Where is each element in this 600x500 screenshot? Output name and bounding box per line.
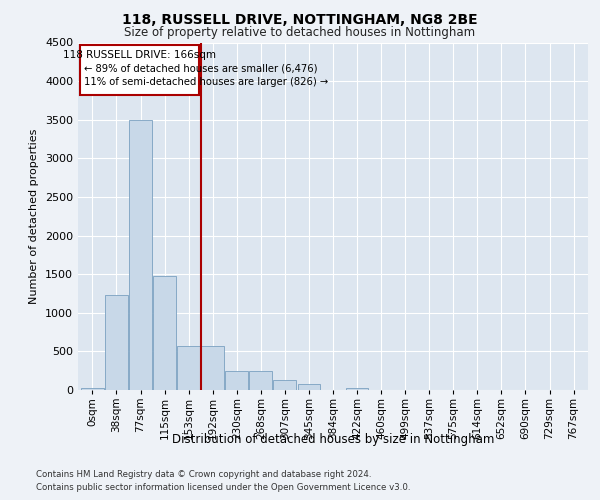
Bar <box>81 388 104 390</box>
Text: 11% of semi-detached houses are larger (826) →: 11% of semi-detached houses are larger (… <box>84 78 328 88</box>
Bar <box>177 346 200 390</box>
Bar <box>105 295 128 390</box>
Text: Contains public sector information licensed under the Open Government Licence v3: Contains public sector information licen… <box>36 482 410 492</box>
Y-axis label: Number of detached properties: Number of detached properties <box>29 128 40 304</box>
Text: 118, RUSSELL DRIVE, NOTTINGHAM, NG8 2BE: 118, RUSSELL DRIVE, NOTTINGHAM, NG8 2BE <box>122 12 478 26</box>
Bar <box>129 120 152 390</box>
Text: ← 89% of detached houses are smaller (6,476): ← 89% of detached houses are smaller (6,… <box>84 64 317 74</box>
Text: Size of property relative to detached houses in Nottingham: Size of property relative to detached ho… <box>124 26 476 39</box>
Text: Distribution of detached houses by size in Nottingham: Distribution of detached houses by size … <box>172 432 494 446</box>
Bar <box>346 388 368 390</box>
Bar <box>201 346 224 390</box>
Bar <box>80 45 199 95</box>
Bar <box>298 384 320 390</box>
Text: 118 RUSSELL DRIVE: 166sqm: 118 RUSSELL DRIVE: 166sqm <box>63 50 216 60</box>
Text: Contains HM Land Registry data © Crown copyright and database right 2024.: Contains HM Land Registry data © Crown c… <box>36 470 371 479</box>
Bar <box>274 380 296 390</box>
Bar <box>250 370 272 390</box>
Bar <box>153 276 176 390</box>
Bar <box>226 370 248 390</box>
